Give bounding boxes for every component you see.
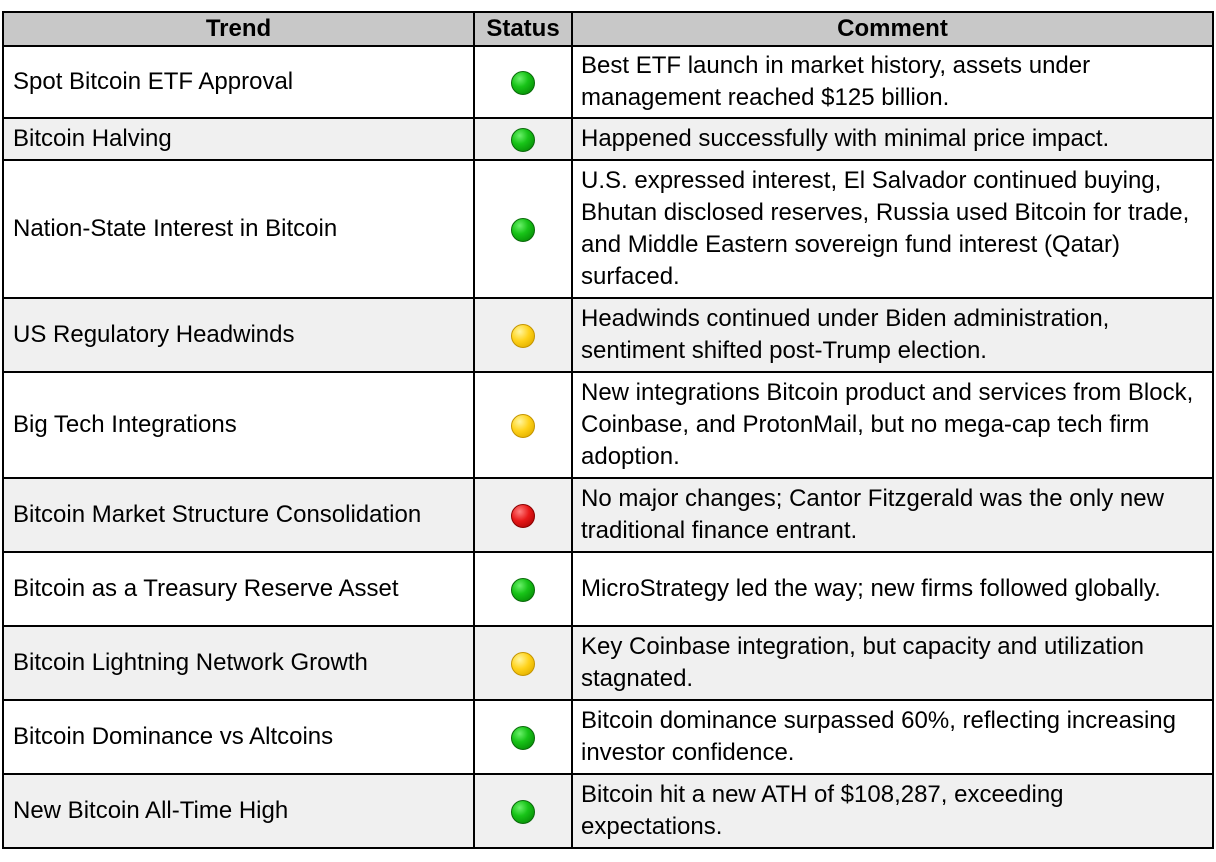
status-cell [473,477,573,553]
header-comment: Comment [571,11,1214,47]
table-row: New Bitcoin All-Time High Bitcoin hit a … [2,773,1214,849]
status-cell [473,159,573,299]
trend-cell: Bitcoin Dominance vs Altcoins [2,699,475,775]
trend-cell: Spot Bitcoin ETF Approval [2,45,475,119]
trend-cell: Big Tech Integrations [2,371,475,479]
trend-cell: Nation-State Interest in Bitcoin [2,159,475,299]
trend-cell: Bitcoin as a Treasury Reserve Asset [2,551,475,627]
status-cell [473,297,573,373]
status-yellow-dot-icon [511,413,535,438]
comment-cell: No major changes; Cantor Fitzgerald was … [571,477,1214,553]
status-cell [473,117,573,161]
comment-cell: Best ETF launch in market history, asset… [571,45,1214,119]
table-row: Spot Bitcoin ETF Approval Best ETF launc… [2,45,1214,119]
trend-cell: Bitcoin Market Structure Consolidation [2,477,475,553]
trend-cell: New Bitcoin All-Time High [2,773,475,849]
header-status: Status [473,11,573,47]
trends-table: Trend Status Comment Spot Bitcoin ETF Ap… [2,11,1214,849]
table-row: Bitcoin Dominance vs Altcoins Bitcoin do… [2,699,1214,775]
table-body: Spot Bitcoin ETF Approval Best ETF launc… [2,45,1214,849]
comment-cell: New integrations Bitcoin product and ser… [571,371,1214,479]
comment-cell: U.S. expressed interest, El Salvador con… [571,159,1214,299]
header-row: Trend Status Comment [2,11,1214,47]
status-green-dot-icon [511,725,535,750]
table-row: Bitcoin Halving Happened successfully wi… [2,117,1214,161]
status-green-dot-icon [511,127,535,152]
status-green-dot-icon [511,70,535,95]
status-yellow-dot-icon [511,651,535,676]
trend-cell: Bitcoin Lightning Network Growth [2,625,475,701]
status-cell [473,699,573,775]
status-cell [473,551,573,627]
trend-cell: US Regulatory Headwinds [2,297,475,373]
comment-cell: Key Coinbase integration, but capacity a… [571,625,1214,701]
status-green-dot-icon [511,217,535,242]
status-green-dot-icon [511,577,535,602]
table-row: Bitcoin Lightning Network Growth Key Coi… [2,625,1214,701]
status-cell [473,625,573,701]
table-row: Bitcoin as a Treasury Reserve Asset Micr… [2,551,1214,627]
table-row: Big Tech Integrations New integrations B… [2,371,1214,479]
status-cell [473,45,573,119]
comment-cell: Bitcoin dominance surpassed 60%, reflect… [571,699,1214,775]
comment-cell: Bitcoin hit a new ATH of $108,287, excee… [571,773,1214,849]
status-green-dot-icon [511,799,535,824]
status-cell [473,773,573,849]
comment-cell: Headwinds continued under Biden administ… [571,297,1214,373]
table-row: US Regulatory Headwinds Headwinds contin… [2,297,1214,373]
comment-cell: Happened successfully with minimal price… [571,117,1214,161]
trend-cell: Bitcoin Halving [2,117,475,161]
table-row: Bitcoin Market Structure Consolidation N… [2,477,1214,553]
table-row: Nation-State Interest in Bitcoin U.S. ex… [2,159,1214,299]
status-yellow-dot-icon [511,323,535,348]
header-trend: Trend [2,11,475,47]
status-cell [473,371,573,479]
status-red-dot-icon [511,503,535,528]
comment-cell: MicroStrategy led the way; new firms fol… [571,551,1214,627]
